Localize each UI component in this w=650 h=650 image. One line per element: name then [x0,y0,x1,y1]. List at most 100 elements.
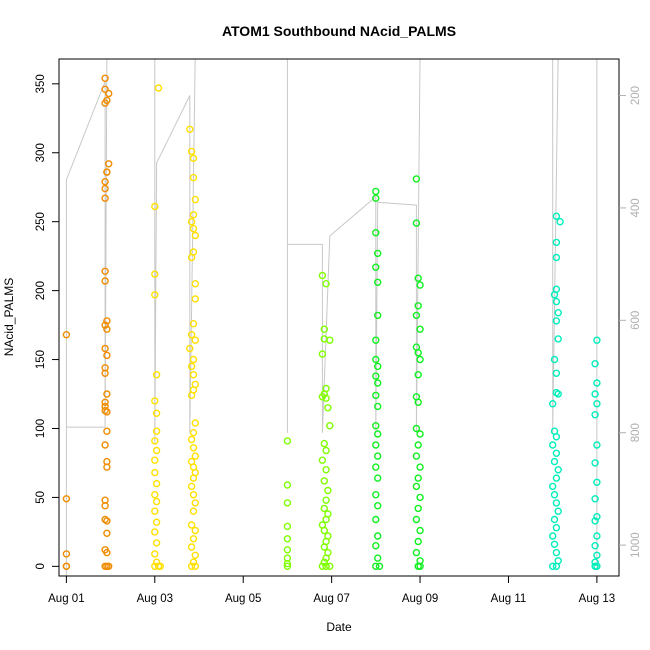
altitude-trace-line [65,59,598,576]
data-point [189,558,198,566]
data-point [322,515,330,524]
data-point [552,449,561,457]
data-point [318,350,327,358]
data-point [103,408,111,416]
data-point [101,369,109,377]
data-point [591,558,599,566]
data-point [320,558,328,566]
data-point [412,175,421,183]
data-point [320,477,328,485]
right-axis: 200 400 600 800 1000 [619,86,642,558]
data-point [152,497,161,506]
data-point [552,369,561,377]
data-point [414,349,422,357]
data-point [152,409,161,417]
data-point [154,84,163,92]
y-tick-label: 250 [35,212,47,231]
data-point [372,491,380,499]
data-point [374,379,382,387]
data-point [552,562,561,570]
data-point [550,540,559,548]
data-point [412,424,421,433]
data-point [191,551,200,559]
data-point [151,437,159,445]
data-point [414,398,422,406]
data-point [101,502,109,510]
data-point [374,474,382,482]
data-point [326,562,334,570]
data-point [414,537,422,546]
data-point [552,253,561,262]
data-point [322,446,330,455]
data-point [372,372,380,380]
y-tick-label: 100 [35,419,47,438]
data-point [283,546,292,554]
data-point [591,517,599,525]
data-point [374,278,382,286]
data-point [191,526,200,535]
data-point [416,562,424,570]
data-point [552,474,561,482]
data-point [320,504,328,513]
data-point [552,317,561,325]
data-point [412,311,421,320]
data-point [372,391,380,400]
data-point [591,562,599,570]
data-point [187,217,196,226]
data-point [318,562,327,570]
data-point [152,479,161,488]
data-point [554,466,562,474]
data-point [320,526,328,535]
data-point [324,486,332,495]
data-point [324,404,332,412]
data-point [593,532,601,540]
data-point [372,562,380,570]
data-point [103,317,111,325]
data-point [103,390,111,398]
data-point [151,456,159,464]
y-tick-label: 350 [35,74,47,93]
data-point [101,515,109,524]
data-point [591,542,599,550]
data-point [101,184,109,193]
chart-title: ATOM1 Southbound NAcid_PALMS [222,23,456,39]
data-point [374,532,382,540]
data-point [322,562,330,570]
data-point [372,263,380,271]
data-point [283,535,292,543]
data-point [191,336,200,344]
data-point [552,238,561,247]
data-point [189,474,198,482]
data-point [554,507,562,515]
data-point [549,400,557,408]
data-point [591,411,599,419]
data-point [549,562,557,570]
data-point [550,457,559,466]
data-point [375,562,384,570]
series-2016-08-03 [151,84,200,570]
right-tick-label: 1000 [630,532,642,558]
data-point [552,499,561,507]
data-point [151,528,159,536]
data-point [103,517,111,525]
data-point [62,562,71,570]
data-point [101,99,109,107]
data-point [416,526,424,535]
data-point [62,495,71,503]
data-point [152,446,161,455]
data-point [593,336,601,344]
data-point [374,452,382,460]
data-point [552,433,561,441]
data-point [372,187,380,196]
data-point [414,474,422,482]
data-point [372,542,380,550]
data-point [151,202,159,211]
data-point [550,291,559,299]
data-point [101,194,109,202]
data-point [191,562,200,570]
data-point [189,320,198,328]
series-2016-08-01 [62,74,113,570]
x-tick-label: Aug 01 [48,593,84,605]
data-point [416,430,424,438]
